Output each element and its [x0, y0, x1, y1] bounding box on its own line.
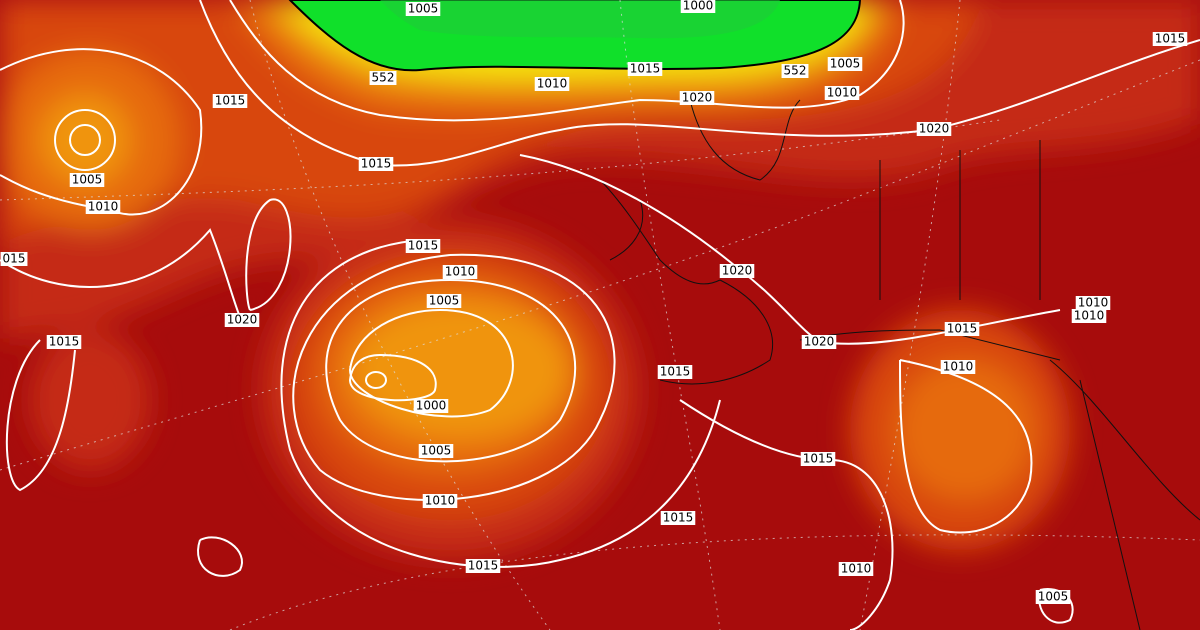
isobar-label: 552: [372, 71, 395, 85]
isobar-label: 1010: [827, 86, 858, 100]
isobar-label: 1015: [215, 94, 246, 108]
isobar-label: 1005: [408, 2, 439, 16]
isobar-label-box: [224, 313, 260, 327]
isobar-label-box: [212, 94, 248, 108]
isobar-label-box: [85, 200, 121, 214]
isobar-label-box: [358, 157, 394, 171]
isobar-label-box: [660, 511, 696, 525]
isobar-label-box: [838, 562, 874, 576]
isobar-label: 1020: [682, 91, 713, 105]
isobar-label: 1015: [468, 559, 499, 573]
isobar-label: 1010: [445, 265, 476, 279]
isobar-label-box: [627, 62, 663, 76]
isobar-label-box: [824, 86, 860, 100]
isobar-label: 1015: [660, 365, 691, 379]
isobar-label-box: [680, 0, 716, 13]
isobar-label-box: [679, 91, 715, 105]
isobar-label: 1015: [663, 511, 694, 525]
isobar-label-box: [426, 294, 462, 308]
isobar-label-box: [944, 322, 980, 336]
isobar-label: 1010: [841, 562, 872, 576]
isobar-label: 015: [3, 252, 26, 266]
isobar-label: 1000: [683, 0, 714, 13]
isobar-label: 1015: [630, 62, 661, 76]
isobar-label: 1010: [1078, 296, 1109, 310]
coastlines: [599, 99, 1200, 630]
isobar-label: 1020: [804, 335, 835, 349]
contour-labels: 1005 1000 552 1010 1015 552 1005 1010 1020 1015 10…: [0, 0, 1188, 604]
isobar-label: 1005: [429, 294, 460, 308]
isobar-label: 1010: [88, 200, 119, 214]
isobar-label: 1015: [1155, 32, 1186, 46]
isobar-label: 1020: [919, 122, 950, 136]
isobar-label: 1015: [49, 335, 80, 349]
isobar-label-box: [781, 64, 809, 78]
isobar-label: 1005: [421, 444, 452, 458]
isobar-label-box: [46, 335, 82, 349]
isobar-label: 552: [784, 64, 807, 78]
isobar-label-box: [405, 239, 441, 253]
isobar-label-box: [916, 122, 952, 136]
isobar-label-box: [422, 494, 458, 508]
isobar-label: 1010: [537, 77, 568, 91]
isobar-label: 1005: [72, 173, 103, 187]
isobar-label: 1005: [830, 57, 861, 71]
isobar-label: 1010: [425, 494, 456, 508]
isobar-label-box: [369, 71, 397, 85]
isobar-label: 1010: [1074, 309, 1105, 323]
isobar-label: 1015: [947, 322, 978, 336]
isobar-label: 1020: [227, 313, 258, 327]
isobar-label: 1015: [408, 239, 439, 253]
isobar-label-box: [69, 173, 105, 187]
isobar-label: 1015: [803, 452, 834, 466]
isobar-label-box: [800, 452, 836, 466]
isobar-label-box: [418, 444, 454, 458]
isobar-label-box: [1071, 309, 1107, 323]
isobar-label: 1020: [722, 264, 753, 278]
isobar-label-box: [413, 399, 449, 413]
isobar-label: 1015: [361, 157, 392, 171]
isobar-label: 1010: [943, 360, 974, 374]
isobar-label-box: [534, 77, 570, 91]
isobar-label-box: [405, 2, 441, 16]
isobar-label-box: [442, 265, 478, 279]
isobar-label-box: [1035, 590, 1071, 604]
isobar-label-box: [1075, 296, 1111, 310]
isobar-label-box: [1152, 32, 1188, 46]
isobar-label-box: [465, 559, 501, 573]
isobar-label-box: [827, 57, 863, 71]
isobar-label: 1005: [1038, 590, 1069, 604]
isobar-label: 1000: [416, 399, 447, 413]
isobar-label-box: [719, 264, 755, 278]
isobar-label-box: [0, 252, 28, 266]
isobar-label-box: [657, 365, 693, 379]
isobar-label-box: [940, 360, 976, 374]
isobar-label-box: [801, 335, 837, 349]
